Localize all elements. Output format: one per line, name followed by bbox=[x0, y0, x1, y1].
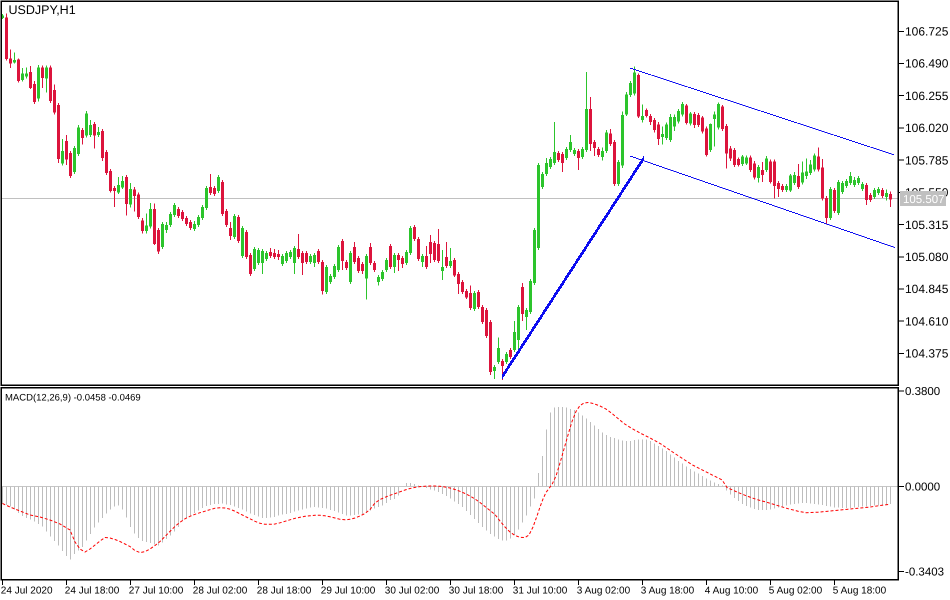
svg-text:104.845: 104.845 bbox=[905, 282, 949, 296]
svg-text:31 Jul 10:00: 31 Jul 10:00 bbox=[513, 586, 568, 597]
svg-text:27 Jul 10:00: 27 Jul 10:00 bbox=[129, 586, 184, 597]
svg-text:30 Jul 02:00: 30 Jul 02:00 bbox=[385, 586, 440, 597]
svg-text:0.0000: 0.0000 bbox=[905, 482, 940, 494]
svg-text:30 Jul 18:00: 30 Jul 18:00 bbox=[449, 586, 504, 597]
svg-text:-0.3403: -0.3403 bbox=[905, 567, 944, 579]
svg-text:106.020: 106.020 bbox=[905, 121, 949, 135]
svg-text:24 Jul 2020: 24 Jul 2020 bbox=[1, 586, 53, 597]
svg-text:106.255: 106.255 bbox=[905, 89, 949, 103]
svg-text:3 Aug 18:00: 3 Aug 18:00 bbox=[641, 586, 695, 597]
svg-text:106.490: 106.490 bbox=[905, 57, 949, 71]
svg-text:105.785: 105.785 bbox=[905, 153, 949, 167]
svg-text:106.725: 106.725 bbox=[905, 25, 949, 39]
svg-text:105.507: 105.507 bbox=[903, 194, 945, 206]
svg-text:0.3800: 0.3800 bbox=[905, 386, 940, 398]
svg-text:28 Jul 02:00: 28 Jul 02:00 bbox=[193, 586, 248, 597]
svg-text:29 Jul 10:00: 29 Jul 10:00 bbox=[321, 586, 376, 597]
svg-text:USDJPY,H1: USDJPY,H1 bbox=[9, 3, 76, 17]
svg-text:105.080: 105.080 bbox=[905, 250, 949, 264]
svg-text:24 Jul 18:00: 24 Jul 18:00 bbox=[65, 586, 120, 597]
svg-text:3 Aug 02:00: 3 Aug 02:00 bbox=[577, 586, 631, 597]
svg-text:MACD(12,26,9) -0.0458 -0.0469: MACD(12,26,9) -0.0458 -0.0469 bbox=[5, 393, 141, 404]
svg-text:28 Jul 18:00: 28 Jul 18:00 bbox=[257, 586, 312, 597]
svg-text:104.610: 104.610 bbox=[905, 314, 949, 328]
svg-text:105.315: 105.315 bbox=[905, 218, 949, 232]
svg-text:104.375: 104.375 bbox=[905, 347, 949, 361]
svg-text:4 Aug 10:00: 4 Aug 10:00 bbox=[705, 586, 759, 597]
svg-text:5 Aug 02:00: 5 Aug 02:00 bbox=[769, 586, 823, 597]
svg-text:5 Aug 18:00: 5 Aug 18:00 bbox=[833, 586, 887, 597]
